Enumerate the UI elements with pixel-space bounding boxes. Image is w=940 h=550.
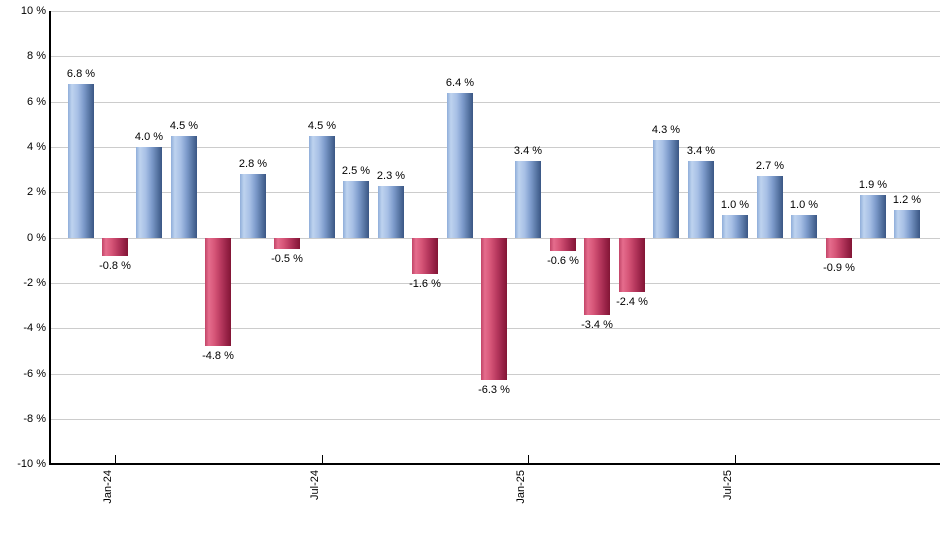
bar-Feb-25 (550, 238, 576, 251)
gridline (50, 147, 940, 148)
bar-value-label: 2.3 % (376, 170, 406, 182)
bar-value-label: 4.3 % (651, 124, 681, 136)
x-tick (735, 455, 736, 463)
bar-value-label: 3.4 % (686, 145, 716, 157)
bar-May-25 (653, 140, 679, 238)
bar-value-label: 6.8 % (66, 68, 96, 80)
bar-Jul-25 (722, 215, 748, 238)
x-tick-label: Jul-25 (722, 470, 734, 500)
gridline (50, 419, 940, 420)
bar-Jun-25 (688, 161, 714, 238)
bar-value-label: -2.4 % (616, 296, 648, 308)
bar-Mar-25 (584, 238, 610, 315)
bar-Jul-24 (309, 136, 335, 238)
bar-Feb-24 (136, 147, 162, 238)
bar-Dec-25 (894, 210, 920, 238)
y-tick-label: 8 % (27, 50, 46, 62)
bar-value-label: -0.6 % (547, 255, 579, 267)
x-tick (528, 455, 529, 463)
bar-Jan-24 (102, 238, 128, 256)
bar-Mar-24 (171, 136, 197, 238)
x-tick-label: Jan-24 (102, 470, 114, 504)
x-tick-label: Jul-24 (309, 470, 321, 500)
bar-Apr-24 (205, 238, 231, 346)
bar-Aug-24 (343, 181, 369, 238)
y-tick-label: -10 % (17, 458, 46, 470)
bar-Dec-23 (68, 84, 94, 238)
bar-Sep-24 (378, 186, 404, 238)
bar-value-label: 4.0 % (134, 131, 164, 143)
bar-Jun-24 (274, 238, 300, 249)
x-axis-line (49, 463, 940, 465)
bar-value-label: -0.8 % (99, 260, 131, 272)
x-tick (115, 455, 116, 463)
bar-Dec-24 (481, 238, 507, 380)
y-axis-line (49, 11, 51, 465)
bar-value-label: -4.8 % (202, 350, 234, 362)
bar-value-label: 1.0 % (789, 199, 819, 211)
gridline (50, 56, 940, 57)
bar-value-label: 4.5 % (169, 120, 199, 132)
gridline (50, 102, 940, 103)
bar-value-label: -1.6 % (409, 278, 441, 290)
y-tick-label: -8 % (23, 413, 46, 425)
bar-value-label: 6.4 % (445, 77, 475, 89)
bar-Oct-25 (826, 238, 852, 258)
bar-value-label: -0.5 % (271, 253, 303, 265)
bar-Sep-25 (791, 215, 817, 238)
bar-value-label: 2.5 % (341, 165, 371, 177)
y-tick-label: -6 % (23, 368, 46, 380)
bar-value-label: 1.2 % (892, 194, 922, 206)
bar-value-label: -3.4 % (581, 319, 613, 331)
y-tick-label: -4 % (23, 322, 46, 334)
gridline (50, 11, 940, 12)
gridline (50, 192, 940, 193)
bar-Oct-24 (412, 238, 438, 274)
bar-May-24 (240, 174, 266, 238)
bar-value-label: 1.0 % (720, 199, 750, 211)
bar-Apr-25 (619, 238, 645, 292)
bar-value-label: 1.9 % (858, 179, 888, 191)
bar-value-label: 4.5 % (307, 120, 337, 132)
bar-Nov-24 (447, 93, 473, 238)
y-tick-label: 0 % (27, 232, 46, 244)
bar-value-label: -6.3 % (478, 384, 510, 396)
x-tick (322, 455, 323, 463)
bar-Jan-25 (515, 161, 541, 238)
bar-Nov-25 (860, 195, 886, 238)
x-tick-label: Jan-25 (515, 470, 527, 504)
y-tick-label: 6 % (27, 96, 46, 108)
bar-value-label: -0.9 % (823, 262, 855, 274)
bar-value-label: 2.8 % (238, 158, 268, 170)
y-tick-label: 2 % (27, 186, 46, 198)
y-tick-label: -2 % (23, 277, 46, 289)
y-tick-label: 4 % (27, 141, 46, 153)
bar-value-label: 2.7 % (755, 160, 785, 172)
bar-value-label: 3.4 % (513, 145, 543, 157)
y-tick-label: 10 % (20, 5, 46, 17)
bar-Aug-25 (757, 176, 783, 238)
